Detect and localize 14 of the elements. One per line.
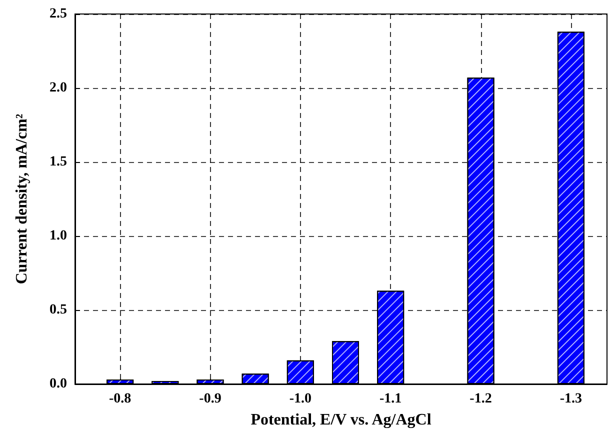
x-tick-label: -0.8 — [109, 392, 132, 406]
x-tick-label: -1.2 — [470, 392, 492, 406]
y-tick-label: 1.5 — [50, 154, 67, 170]
x-tick-label: -1.0 — [289, 392, 312, 406]
y-tick-label: 2.0 — [50, 80, 67, 96]
x-tick-label: -1.3 — [560, 392, 582, 406]
y-tick-label: 0.0 — [50, 376, 67, 392]
y-tick-label: 2.5 — [50, 6, 67, 22]
x-axis-title: Potential, E/V vs. Ag/AgCl — [250, 412, 432, 428]
x-tick-label: -1.1 — [380, 392, 402, 406]
y-axis-title: Current density, mA/cm² — [14, 114, 30, 284]
x-tick-label: -0.9 — [199, 392, 222, 406]
y-tick-label: 0.5 — [50, 302, 67, 318]
y-tick-label: 1.0 — [50, 228, 67, 244]
